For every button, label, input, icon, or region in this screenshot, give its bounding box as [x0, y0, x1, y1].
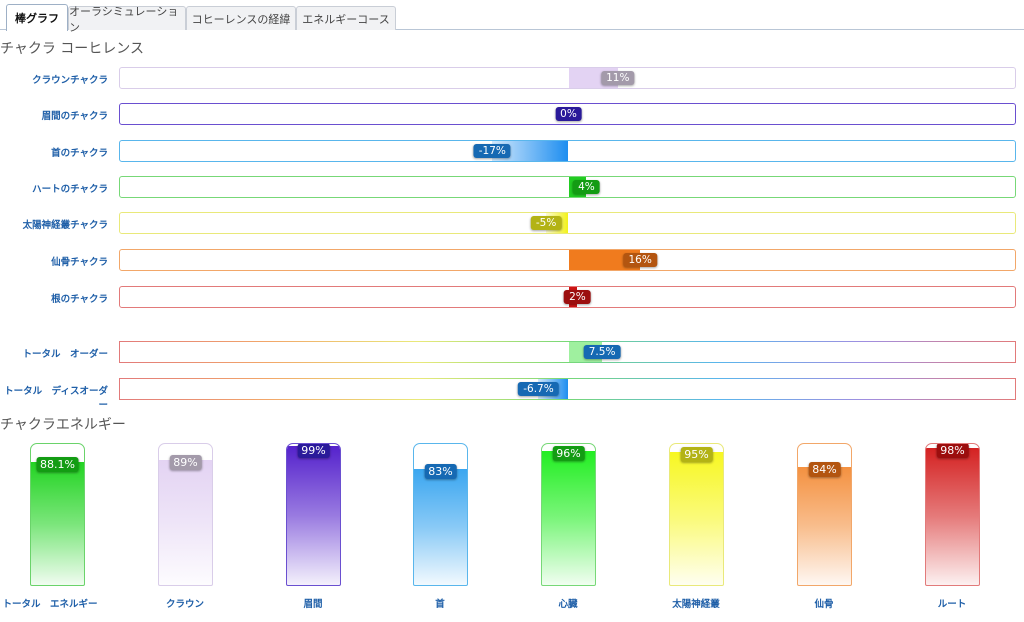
energy-column: 99%: [286, 443, 341, 586]
chakra-row-label: 根のチャクラ: [51, 294, 108, 305]
chakra-row-bar: 11%: [119, 67, 1016, 89]
chakra-row-value-badge: 4%: [573, 180, 600, 194]
energy-column-fill: [31, 461, 84, 585]
chakra-row-bar: 16%: [119, 249, 1016, 271]
chakra-row-label: 眉間のチャクラ: [41, 111, 108, 122]
energy-column-fill: [414, 468, 467, 585]
energy-column-value-badge: 88.1%: [36, 456, 79, 472]
chakra-row-bar: 0%: [119, 103, 1016, 125]
energy-column: 84%: [797, 443, 852, 586]
energy-column-value-badge: 99%: [297, 444, 330, 458]
chakra-row-bar: -17%: [119, 140, 1016, 162]
chakra-row-label: クラウンチャクラ: [32, 75, 108, 86]
energy-column: 96%: [541, 443, 596, 586]
chakra-row-label: 仙骨チャクラ: [51, 257, 108, 268]
energy-column-value-badge: 83%: [424, 463, 457, 479]
energy-column-fill: [159, 460, 212, 585]
coherence-section-title: チャクラ コーヒレンス: [0, 41, 145, 57]
chakra-row-label: ハートのチャクラ: [32, 184, 108, 195]
energy-column-value-badge: 89%: [169, 455, 202, 471]
energy-column-label: 眉間: [303, 599, 323, 610]
energy-column: 89%: [158, 443, 213, 586]
chakra-row-bar: -5%: [119, 212, 1016, 234]
energy-column-label: トータル エネルギー: [2, 599, 98, 610]
chakra-row-value-badge: 11%: [601, 71, 635, 85]
tab-coherence-history[interactable]: コヒーレンスの経緯: [186, 6, 296, 30]
order-row-label: トータル ディスオーダー: [4, 386, 108, 411]
energy-column-label: 太陽神経叢: [672, 599, 720, 610]
energy-section-title: チャクラエネルギー: [0, 417, 126, 433]
chakra-row-bar: 2%: [119, 286, 1016, 308]
energy-column-label: クラウン: [165, 599, 204, 610]
order-row-bar: 7.5%: [119, 341, 1016, 363]
energy-column-fill: [798, 467, 851, 585]
tab-bar-graph[interactable]: 棒グラフ: [6, 4, 68, 31]
energy-column-fill: [287, 446, 340, 585]
energy-column-label: 首: [435, 599, 445, 610]
energy-column: 88.1%: [30, 443, 85, 586]
chakra-row-fill: [568, 250, 641, 270]
energy-column-value-badge: 96%: [552, 445, 585, 461]
chakra-row-value-badge: 0%: [555, 107, 582, 121]
energy-column: 98%: [925, 443, 980, 586]
energy-column: 95%: [669, 443, 724, 586]
energy-column-value-badge: 98%: [936, 444, 969, 458]
order-row-bar: -6.7%: [119, 378, 1016, 400]
chakra-row-value-badge: -17%: [473, 144, 511, 158]
energy-column-fill: [926, 447, 979, 585]
order-row-value-badge: -6.7%: [518, 382, 559, 396]
chakra-row-value-badge: 16%: [623, 253, 657, 267]
chakra-row-value-badge: -5%: [530, 216, 562, 230]
energy-column-fill: [670, 452, 723, 585]
chakra-row-label: 首のチャクラ: [51, 148, 108, 159]
energy-column-value-badge: 84%: [808, 462, 841, 478]
tab-aura-simulation[interactable]: オーラシミュレーション: [68, 5, 186, 34]
chakra-row-value-badge: 2%: [564, 290, 591, 304]
order-row-label: トータル オーダー: [22, 349, 108, 360]
energy-column: 83%: [413, 443, 468, 586]
chakra-row-fill: [492, 141, 569, 161]
energy-column-label: 心臓: [558, 599, 578, 610]
energy-column-fill: [542, 450, 595, 585]
tab-energy-course[interactable]: エネルギーコース: [296, 6, 396, 30]
tab-bar: 棒グラフ オーラシミュレーション コヒーレンスの経緯 エネルギーコース: [0, 0, 1024, 34]
chakra-row-label: 太陽神経叢チャクラ: [22, 220, 108, 231]
energy-column-value-badge: 95%: [680, 447, 713, 462]
energy-column-label: 仙骨: [814, 599, 834, 610]
chakra-row-bar: 4%: [119, 176, 1016, 198]
order-row-value-badge: 7.5%: [583, 345, 621, 359]
energy-column-label: ルート: [937, 599, 967, 610]
